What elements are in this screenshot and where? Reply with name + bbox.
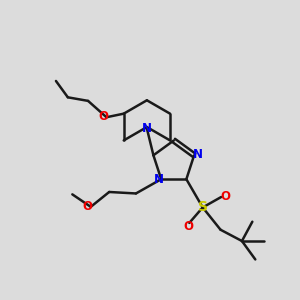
Text: N: N: [142, 122, 152, 135]
Text: N: N: [193, 148, 203, 161]
Text: S: S: [198, 200, 208, 214]
Text: O: O: [98, 110, 108, 123]
Text: O: O: [83, 200, 93, 213]
Text: N: N: [154, 173, 164, 186]
Text: O: O: [184, 220, 194, 233]
Text: O: O: [220, 190, 230, 203]
